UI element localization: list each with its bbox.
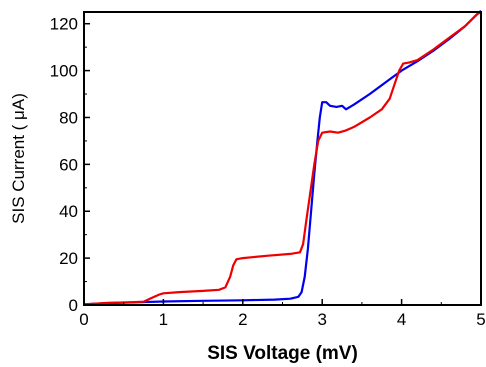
y-tick-label: 60 (59, 155, 78, 174)
x-tick-label: 1 (159, 310, 168, 329)
x-tick-label: 4 (397, 310, 406, 329)
x-tick-label: 2 (238, 310, 247, 329)
x-tick-label: 5 (476, 310, 485, 329)
series-line-1 (83, 9, 482, 306)
y-tick-label: 40 (59, 202, 78, 221)
ticks-layer: 0 1 2 3 4 5 0 20 40 60 80 100 120 (50, 15, 486, 329)
y-tick-label: 0 (69, 296, 78, 315)
series-line-2 (83, 11, 482, 306)
x-tick-label: 3 (317, 310, 326, 329)
x-tick-label: 0 (79, 310, 88, 329)
x-axis-label: SIS Voltage (mV) (207, 343, 358, 364)
plot-frame (83, 11, 482, 306)
y-tick-label: 20 (59, 249, 78, 268)
series-layer (83, 9, 482, 306)
y-tick-label: 80 (59, 108, 78, 127)
y-tick-label: 100 (50, 62, 78, 81)
y-axis-label: SIS Current ( μA) (9, 93, 28, 224)
y-tick-label: 120 (50, 15, 78, 34)
